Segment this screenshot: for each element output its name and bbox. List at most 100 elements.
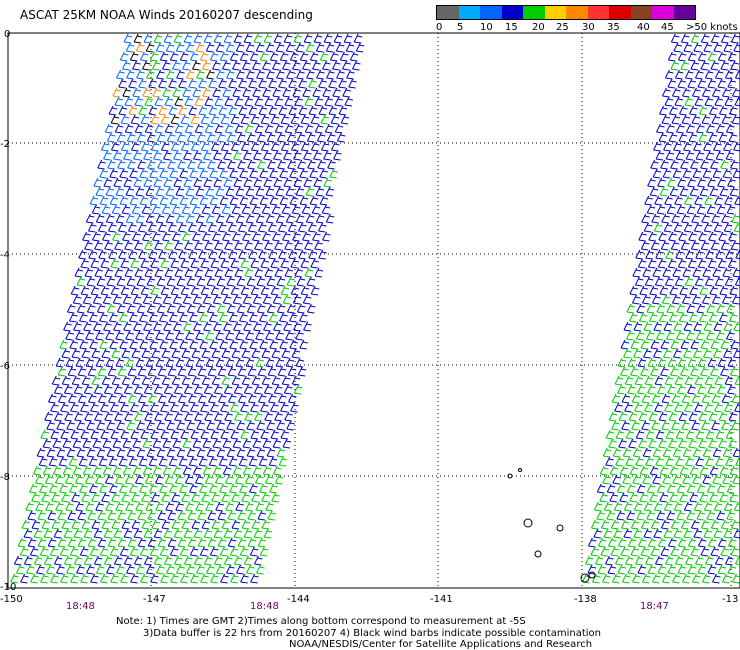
wind-barb — [640, 339, 650, 350]
wind-barb — [681, 294, 691, 305]
wind-barb — [132, 87, 141, 98]
wind-barb — [77, 510, 86, 521]
wind-barb — [260, 429, 270, 440]
wind-barb — [127, 222, 137, 233]
wind-barb — [687, 564, 697, 575]
wind-barb — [298, 105, 308, 116]
wind-barb — [653, 348, 662, 359]
wind-barb — [243, 177, 252, 188]
wind-barb — [140, 285, 150, 296]
wind-barb — [723, 501, 733, 512]
wind-barb — [158, 249, 167, 260]
wind-barb — [650, 159, 659, 170]
wind-barb — [687, 78, 697, 89]
wind-barb — [114, 411, 123, 422]
wind-barb — [651, 294, 661, 305]
wind-barb — [261, 375, 271, 386]
wind-barb — [169, 168, 178, 179]
wind-barb — [710, 240, 720, 251]
wind-barb — [134, 474, 144, 485]
wind-barb — [197, 510, 206, 521]
wind-barb — [280, 429, 290, 440]
wind-barb — [242, 60, 251, 71]
wind-barb — [639, 285, 648, 296]
wind-barb — [637, 537, 647, 548]
wind-barb — [261, 519, 271, 530]
wind-barb — [125, 501, 134, 512]
wind-barb — [252, 60, 261, 71]
wind-barb — [92, 465, 102, 476]
wind-barb — [69, 546, 79, 557]
wind-barb — [252, 294, 262, 305]
wind-barb — [157, 510, 166, 521]
wind-barb — [146, 447, 156, 458]
wind-barb — [137, 159, 146, 170]
wind-barb — [133, 33, 143, 44]
wind-barb — [156, 564, 165, 575]
wind-barb — [695, 150, 705, 161]
wind-barb — [631, 393, 641, 404]
wind-barb — [590, 519, 600, 530]
wind-barb — [159, 168, 168, 179]
wind-barb — [687, 258, 697, 269]
wind-barb — [153, 528, 163, 539]
wind-barb — [131, 375, 141, 386]
wind-barb — [705, 429, 715, 440]
wind-barb — [253, 555, 263, 566]
wind-barb — [158, 78, 167, 89]
wind-barb — [675, 456, 684, 467]
legend-label-40: 40 — [637, 22, 650, 33]
wind-barb — [286, 276, 296, 287]
wind-barb — [348, 78, 357, 89]
wind-barb — [731, 114, 740, 125]
wind-barb — [725, 150, 735, 161]
wind-barb — [34, 474, 44, 485]
wind-barb — [696, 483, 706, 494]
wind-barb — [707, 177, 716, 188]
wind-barb — [694, 375, 704, 386]
wind-barb — [636, 330, 645, 341]
wind-barb — [219, 339, 228, 350]
wind-barb — [103, 555, 113, 566]
wind-barb — [206, 132, 216, 143]
wind-barb — [273, 33, 283, 44]
wind-barb — [73, 321, 82, 332]
wind-barb — [728, 132, 738, 143]
wind-barb — [652, 447, 662, 458]
wind-barb — [50, 573, 59, 584]
wind-barb — [146, 303, 156, 314]
wind-barb — [23, 528, 33, 539]
wind-barb — [221, 492, 230, 503]
wind-barb — [187, 159, 196, 170]
wind-barb — [678, 132, 688, 143]
wind-barb — [271, 204, 281, 215]
wind-barb — [209, 195, 219, 206]
wind-barb — [672, 168, 682, 179]
wind-barb — [188, 105, 198, 116]
wind-barb — [13, 555, 23, 566]
wind-barb — [53, 555, 63, 566]
wind-barb — [89, 546, 99, 557]
wind-barb — [274, 96, 284, 107]
wind-barb — [279, 195, 289, 206]
wind-barb — [90, 258, 99, 269]
wind-barb — [312, 60, 321, 71]
wind-barb — [139, 312, 148, 323]
wind-barb — [638, 312, 648, 323]
wind-barb — [177, 159, 186, 170]
wind-barb — [296, 303, 306, 314]
wind-barb — [667, 177, 676, 188]
wind-barb — [146, 69, 155, 80]
wind-barb — [254, 96, 264, 107]
wind-barb — [232, 60, 241, 71]
wind-barb — [592, 573, 601, 584]
wind-barb — [689, 492, 698, 503]
wind-barb — [720, 60, 729, 71]
wind-barb — [53, 528, 63, 539]
wind-barb — [196, 303, 206, 314]
wind-barb — [10, 573, 19, 584]
wind-barb — [306, 303, 316, 314]
wind-barb — [61, 348, 71, 359]
wind-barb — [244, 96, 254, 107]
